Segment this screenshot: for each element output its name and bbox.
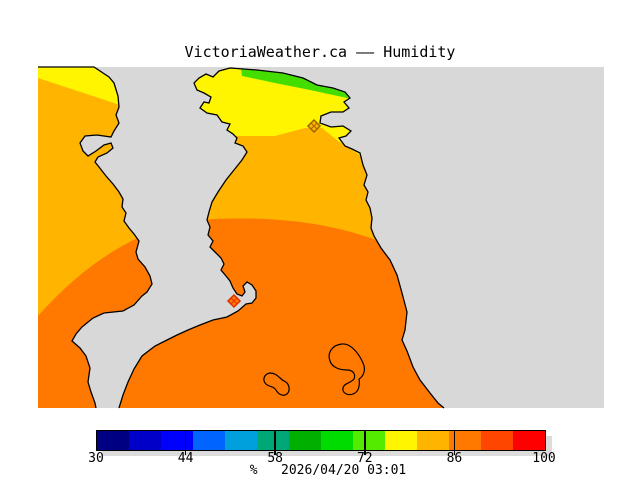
colorbar-segment [513,431,545,450]
colorbar-tick [364,430,366,455]
colorbar-caption: % 2026/04/20 03:01 [0,464,640,477]
station-marker-central[interactable] [226,293,242,309]
coastline-peninsula-landmass [118,67,445,409]
colorbar-tick [453,430,456,455]
colorbar-tick-label: 86 [446,451,463,466]
colorbar-segment [193,431,225,450]
colorbar-tick [274,430,276,455]
colorbar-segment [449,431,481,450]
unit-label: % [249,463,258,478]
colorbar-segment [321,431,353,450]
timestamp: 2026/04/20 03:01 [281,463,407,478]
colorbar [96,430,546,451]
colorbar-segment [353,431,385,450]
colorbar-segment [257,431,289,450]
colorbar-segment [97,431,129,450]
colorbar-segment [385,431,417,450]
lake-outline-east [328,343,365,396]
colorbar-tick-label: 58 [267,451,284,466]
page-title: VictoriaWeather.ca –– Humidity [184,43,456,61]
colorbar-tick-label: 44 [177,451,194,466]
colorbar-segment [129,431,161,450]
colorbar-tick-label: 30 [88,451,104,466]
colorbar-tick [184,430,187,455]
colorbar-segment [289,431,321,450]
colorbar-segment [417,431,449,450]
colorbar-tick-label: 100 [532,451,556,466]
colorbar-tick-label: 72 [356,451,373,466]
station-marker-north[interactable] [306,118,322,134]
colorbar-segment [225,431,257,450]
colorbar-segment [161,431,193,450]
coastline-west-landmass [38,66,153,409]
colorbar-segment [481,431,513,450]
lake-outline-south [263,372,290,396]
